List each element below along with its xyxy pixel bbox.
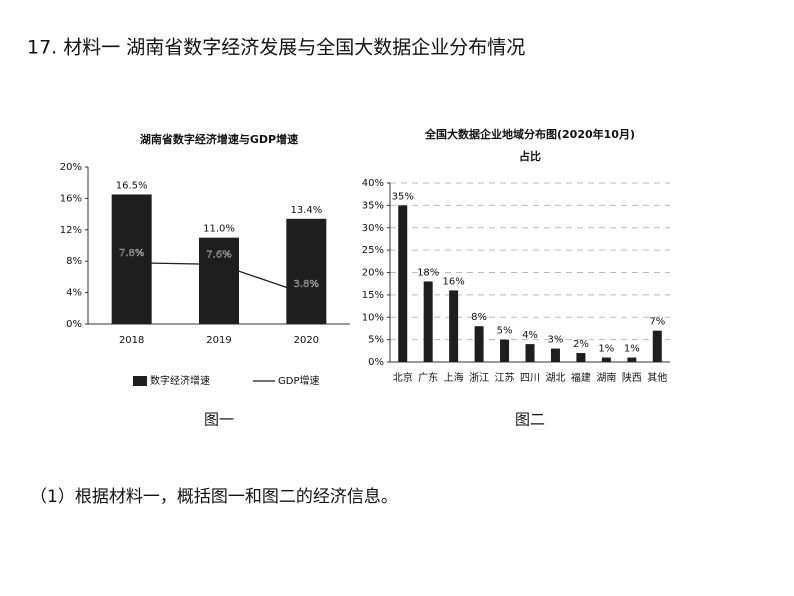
y-tick-label: 15% <box>362 290 384 301</box>
bar <box>500 339 510 362</box>
x-tick-label: 北京 <box>393 371 413 384</box>
data-label: 8% <box>471 312 487 323</box>
data-label: 3% <box>548 335 564 346</box>
chart-title: 湖南省数字经济增速与GDP增速 <box>140 132 298 146</box>
data-label: 7.6% <box>206 249 231 260</box>
bar <box>398 205 408 362</box>
y-tick-label: 20% <box>60 162 82 173</box>
bar <box>449 290 459 362</box>
x-tick-label: 湖北 <box>545 372 565 384</box>
y-tick-label: 16% <box>60 193 82 204</box>
x-tick-label: 2018 <box>119 335 144 346</box>
bar <box>627 357 637 362</box>
y-tick-label: 10% <box>362 312 384 323</box>
x-tick-label: 上海 <box>444 371 464 384</box>
data-label: 3.8% <box>294 279 319 290</box>
y-tick-label: 20% <box>362 268 384 279</box>
bar <box>576 353 586 362</box>
y-tick-label: 8% <box>66 256 82 267</box>
data-label: 2% <box>573 339 589 350</box>
data-label: 11.0% <box>203 224 235 235</box>
bar <box>111 194 152 324</box>
data-label: 7% <box>649 317 665 328</box>
x-tick-label: 广东 <box>418 371 438 384</box>
x-tick-label: 四川 <box>520 373 540 384</box>
y-tick-label: 12% <box>60 225 82 236</box>
legend-swatch <box>133 376 147 386</box>
data-label: 1% <box>598 344 614 355</box>
y-tick-label: 40% <box>362 178 384 189</box>
legend-label: 数字经济增速 <box>150 374 210 387</box>
x-tick-label: 湖南 <box>596 371 616 384</box>
y-tick-label: 25% <box>362 245 384 256</box>
x-tick-label: 福建 <box>571 371 591 384</box>
y-tick-label: 0% <box>368 357 384 368</box>
bar <box>550 348 560 362</box>
bar <box>474 326 484 362</box>
x-tick-label: 2020 <box>294 335 319 346</box>
data-label: 13.4% <box>290 205 322 216</box>
data-label: 7.8% <box>119 248 144 259</box>
bar <box>601 357 611 362</box>
x-tick-label: 江苏 <box>495 371 515 384</box>
chart-subtitle: 占比 <box>519 149 541 163</box>
y-tick-label: 35% <box>362 200 384 211</box>
x-tick-label: 浙江 <box>469 372 489 384</box>
data-label: 16% <box>443 276 465 287</box>
y-tick-label: 4% <box>66 288 82 299</box>
bar <box>199 237 239 324</box>
figure-caption: 图一 <box>204 411 234 429</box>
y-tick-label: 30% <box>362 223 384 234</box>
bar <box>286 218 327 324</box>
question: （1）根据材料一，概括图一和图二的经济信息。 <box>30 487 398 507</box>
data-label: 5% <box>497 326 513 337</box>
bar <box>525 344 535 362</box>
y-tick-label: 5% <box>368 335 384 346</box>
x-tick-label: 其他 <box>647 371 667 384</box>
x-tick-label: 陕西 <box>622 371 642 384</box>
data-label: 35% <box>392 191 414 202</box>
heading: 17. 材料一 湖南省数字经济发展与全国大数据企业分布情况 <box>27 37 525 59</box>
data-label: 1% <box>624 344 640 355</box>
data-label: 18% <box>417 267 439 278</box>
figure-caption: 图二 <box>515 411 545 429</box>
data-label: 16.5% <box>116 180 148 191</box>
line <box>131 262 307 295</box>
bar <box>423 281 433 362</box>
chart-title: 全国大数据企业地域分布图(2020年10月) <box>424 127 635 141</box>
y-tick-label: 0% <box>66 319 82 330</box>
legend-label: GDP增速 <box>278 374 319 387</box>
data-label: 4% <box>522 330 538 341</box>
x-tick-label: 2019 <box>206 335 231 346</box>
bar <box>652 330 662 362</box>
